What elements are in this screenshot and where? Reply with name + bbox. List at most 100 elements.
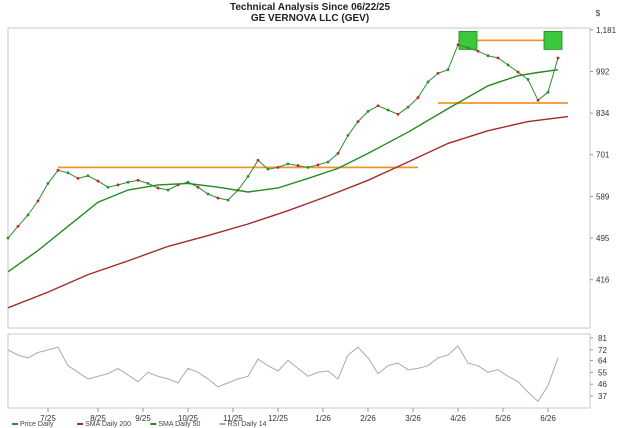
- x-tick-label: 11/25: [223, 414, 243, 423]
- chart-title: Technical Analysis Since 06/22/25: [230, 2, 391, 13]
- highlight-marker: [458, 30, 478, 50]
- price-point: [406, 105, 410, 109]
- x-tick-label: 3/26: [405, 414, 421, 423]
- legend-label: Price Daily: [20, 421, 54, 428]
- price-point: [56, 168, 60, 172]
- price-point: [246, 175, 250, 178]
- price-point: [526, 78, 530, 81]
- price-point: [66, 171, 70, 175]
- legend-label: SMA Daily 50: [158, 421, 200, 428]
- price-point: [116, 183, 120, 187]
- price-point: [266, 167, 270, 171]
- price-point: [96, 179, 100, 183]
- price-point: [336, 151, 340, 155]
- rsi-tick-label: 46: [598, 380, 607, 389]
- x-tick-label: 12/25: [268, 414, 289, 423]
- series-line: [7, 69, 559, 273]
- x-tick-label: 1/26: [315, 414, 331, 423]
- price-point: [506, 63, 510, 67]
- price-panel: [7, 27, 591, 329]
- price-point: [316, 163, 320, 167]
- price-point: [296, 164, 300, 167]
- price-tick-label: 701: [596, 151, 610, 160]
- price-point: [106, 185, 110, 189]
- legend-label: SMA Daily 200: [85, 421, 131, 428]
- price-point: [556, 56, 560, 60]
- series-line: [7, 115, 569, 309]
- price-point: [76, 177, 80, 180]
- price-point: [346, 133, 350, 137]
- rsi-tick-label: 55: [598, 368, 607, 377]
- price-point: [396, 112, 400, 116]
- price-tick-label: 495: [596, 234, 610, 243]
- price-point: [226, 198, 230, 202]
- price-point: [206, 192, 210, 196]
- price-point: [516, 70, 520, 74]
- price-point: [486, 54, 490, 58]
- x-tick-label: 8/25: [90, 414, 106, 423]
- price-point: [386, 108, 390, 112]
- price-point: [306, 165, 310, 169]
- price-point: [46, 181, 50, 185]
- price-tick-label: 416: [596, 276, 610, 285]
- chart-subtitle: GE VERNOVA LLC (GEV): [251, 13, 369, 24]
- series-lines: [6, 43, 569, 309]
- price-point: [136, 178, 140, 182]
- price-point: [196, 185, 200, 189]
- price-point: [6, 236, 10, 240]
- support-resistance-lines: [58, 39, 568, 169]
- price-point: [166, 188, 170, 192]
- price-point: [256, 158, 260, 162]
- price-point: [436, 71, 440, 75]
- price-point: [216, 196, 220, 200]
- price-point: [496, 56, 500, 60]
- x-tick-label: 6/26: [540, 414, 556, 423]
- price-point: [156, 186, 160, 190]
- legend: Price Daily SMA Daily 200 SMA Daily 50 RSI …: [12, 421, 267, 428]
- price-point: [366, 110, 370, 113]
- currency-icon: $: [596, 9, 601, 18]
- price-point: [376, 104, 380, 108]
- price-point: [326, 160, 330, 164]
- price-point: [426, 80, 430, 84]
- rsi-tick-label: 37: [598, 392, 607, 401]
- highlight-marker: [543, 30, 563, 50]
- price-tick-label: 1,181: [596, 26, 617, 35]
- price-tick-label: 589: [596, 192, 610, 201]
- rsi-series: [7, 345, 559, 403]
- price-point: [146, 181, 150, 185]
- highlight-markers: [458, 30, 563, 50]
- series-line: [7, 44, 559, 239]
- legend-label: RSI Daily 14: [228, 421, 267, 428]
- x-tick-label: 5/26: [495, 414, 511, 423]
- x-tick-label: 2/26: [360, 414, 376, 423]
- x-tick-label: 10/25: [178, 414, 199, 423]
- price-point: [466, 46, 470, 50]
- price-point: [26, 213, 30, 217]
- price-point: [476, 49, 480, 53]
- rsi-tick-label: 64: [598, 356, 607, 365]
- rsi-panel: [7, 333, 591, 409]
- price-point: [36, 199, 40, 203]
- price-point: [446, 68, 450, 72]
- price-point: [16, 224, 20, 228]
- x-tick-label: 4/26: [450, 414, 466, 423]
- price-axis: 1,181 992 834 701 589 495 416: [590, 26, 617, 285]
- rsi-tick-label: 81: [598, 334, 607, 343]
- price-point: [286, 162, 290, 166]
- x-axis: 7/25 8/25 9/25 10/25 11/25 12/25 1/26 2/26 3/26 4…: [40, 408, 556, 423]
- price-point: [536, 98, 540, 102]
- x-tick-label: 7/25: [40, 414, 56, 423]
- price-point: [546, 90, 550, 94]
- rsi-line: [7, 345, 559, 403]
- price-point: [356, 120, 360, 124]
- price-point: [276, 165, 280, 169]
- rsi-tick-label: 72: [598, 346, 607, 355]
- price-point: [456, 43, 460, 47]
- x-tick-label: 9/25: [135, 414, 151, 423]
- price-point: [126, 180, 130, 184]
- price-point: [86, 174, 90, 178]
- price-tick-label: 992: [596, 68, 610, 77]
